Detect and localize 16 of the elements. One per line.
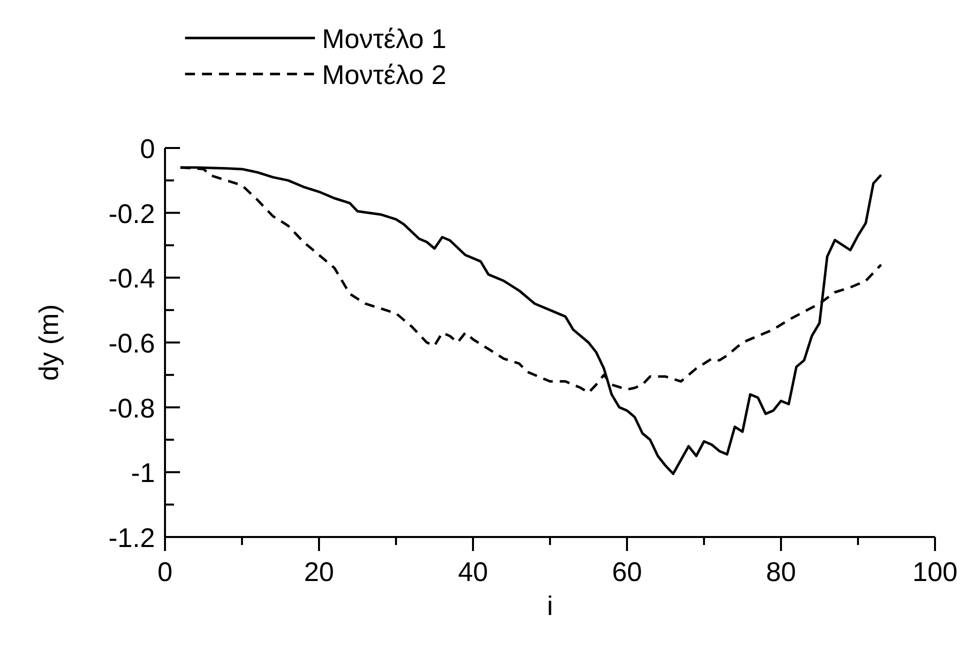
y-tick-label: -0.2	[108, 198, 155, 229]
legend-label: Μοντέλο 1	[322, 24, 446, 54]
x-tick-label: 40	[458, 557, 488, 587]
x-axis-title: i	[547, 591, 553, 621]
y-tick-label: -1.2	[108, 523, 155, 553]
y-axis-title: dy (m)	[34, 304, 64, 381]
legend-label: Μοντέλο 2	[322, 60, 446, 90]
x-tick-label: 100	[912, 557, 958, 587]
x-tick-label: 20	[304, 557, 334, 587]
x-tick-label: 60	[612, 557, 642, 587]
y-tick-label: -1	[130, 458, 155, 488]
y-tick-label: -0.6	[108, 328, 155, 358]
x-tick-label: 80	[766, 557, 796, 587]
y-tick-label: -0.4	[108, 264, 155, 294]
y-tick-label: -0.8	[108, 393, 155, 424]
y-tick-label: 0	[140, 134, 155, 164]
